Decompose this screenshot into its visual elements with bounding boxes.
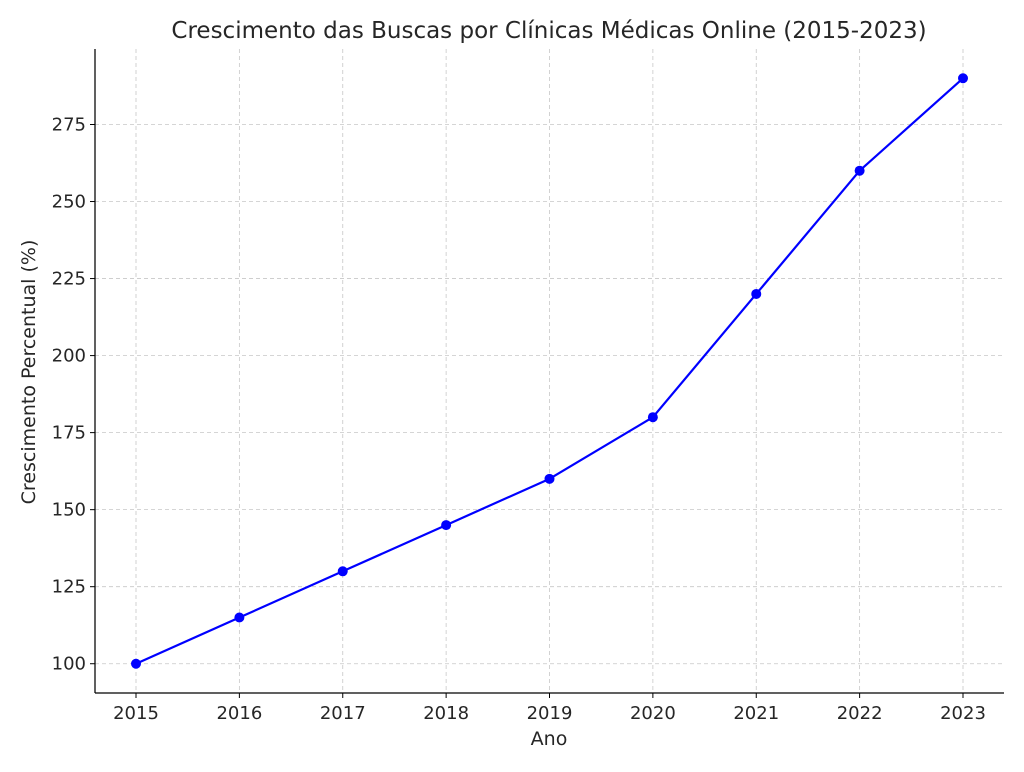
- x-axis-label: Ano: [531, 728, 568, 750]
- x-tick-label: 2016: [216, 703, 262, 724]
- data-point: [131, 658, 141, 669]
- data-point: [234, 612, 245, 623]
- data-point: [441, 520, 452, 531]
- grid: [95, 49, 1004, 693]
- chart-title: Crescimento das Buscas por Clínicas Médi…: [171, 18, 926, 44]
- data-point: [751, 288, 762, 299]
- y-tick-label: 125: [52, 577, 86, 598]
- x-tick-label: 2019: [527, 703, 573, 724]
- y-tick-label: 200: [52, 346, 86, 367]
- y-tick-label: 150: [52, 500, 86, 521]
- x-tick-label: 2018: [423, 703, 469, 724]
- ticks: 2015 2016 2017 2018 2019 2020 2021 2022 2023 100 1…: [52, 114, 986, 724]
- y-axis-label: Crescimento Percentual (%): [18, 240, 40, 505]
- data-point: [958, 73, 968, 84]
- y-tick-label: 100: [52, 654, 86, 675]
- y-tick-label: 225: [52, 269, 86, 290]
- x-tick-label: 2017: [320, 703, 366, 724]
- x-tick-label: 2020: [630, 703, 676, 724]
- y-tick-label: 175: [52, 423, 86, 444]
- x-tick-label: 2015: [113, 703, 159, 724]
- x-tick-label: 2021: [733, 703, 779, 724]
- data-point: [854, 165, 865, 176]
- data-point: [544, 473, 555, 484]
- x-tick-label: 2022: [837, 703, 883, 724]
- y-tick-label: 275: [52, 114, 86, 135]
- data-point: [337, 566, 348, 577]
- series-layer: [131, 73, 968, 669]
- x-tick-label: 2023: [940, 703, 986, 724]
- y-tick-label: 250: [52, 192, 86, 213]
- data-point: [647, 412, 658, 423]
